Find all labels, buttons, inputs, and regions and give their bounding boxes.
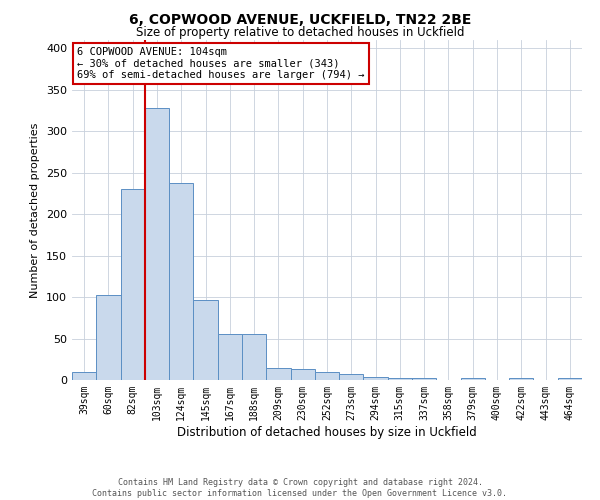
Bar — [558, 378, 582, 380]
Bar — [290, 369, 315, 380]
Bar — [339, 374, 364, 380]
Bar — [72, 372, 96, 380]
Bar — [121, 190, 145, 380]
Bar — [266, 368, 290, 380]
Bar — [169, 182, 193, 380]
Bar — [193, 300, 218, 380]
Bar — [412, 378, 436, 380]
Text: 6 COPWOOD AVENUE: 104sqm
← 30% of detached houses are smaller (343)
69% of semi-: 6 COPWOOD AVENUE: 104sqm ← 30% of detach… — [77, 47, 365, 80]
Bar — [364, 376, 388, 380]
Bar — [315, 372, 339, 380]
Bar — [242, 334, 266, 380]
X-axis label: Distribution of detached houses by size in Uckfield: Distribution of detached houses by size … — [177, 426, 477, 438]
Bar — [96, 296, 121, 380]
Bar — [145, 108, 169, 380]
Bar — [509, 378, 533, 380]
Text: Contains HM Land Registry data © Crown copyright and database right 2024.
Contai: Contains HM Land Registry data © Crown c… — [92, 478, 508, 498]
Bar — [388, 378, 412, 380]
Bar — [218, 334, 242, 380]
Y-axis label: Number of detached properties: Number of detached properties — [31, 122, 40, 298]
Bar — [461, 378, 485, 380]
Text: 6, COPWOOD AVENUE, UCKFIELD, TN22 2BE: 6, COPWOOD AVENUE, UCKFIELD, TN22 2BE — [129, 12, 471, 26]
Text: Size of property relative to detached houses in Uckfield: Size of property relative to detached ho… — [136, 26, 464, 39]
